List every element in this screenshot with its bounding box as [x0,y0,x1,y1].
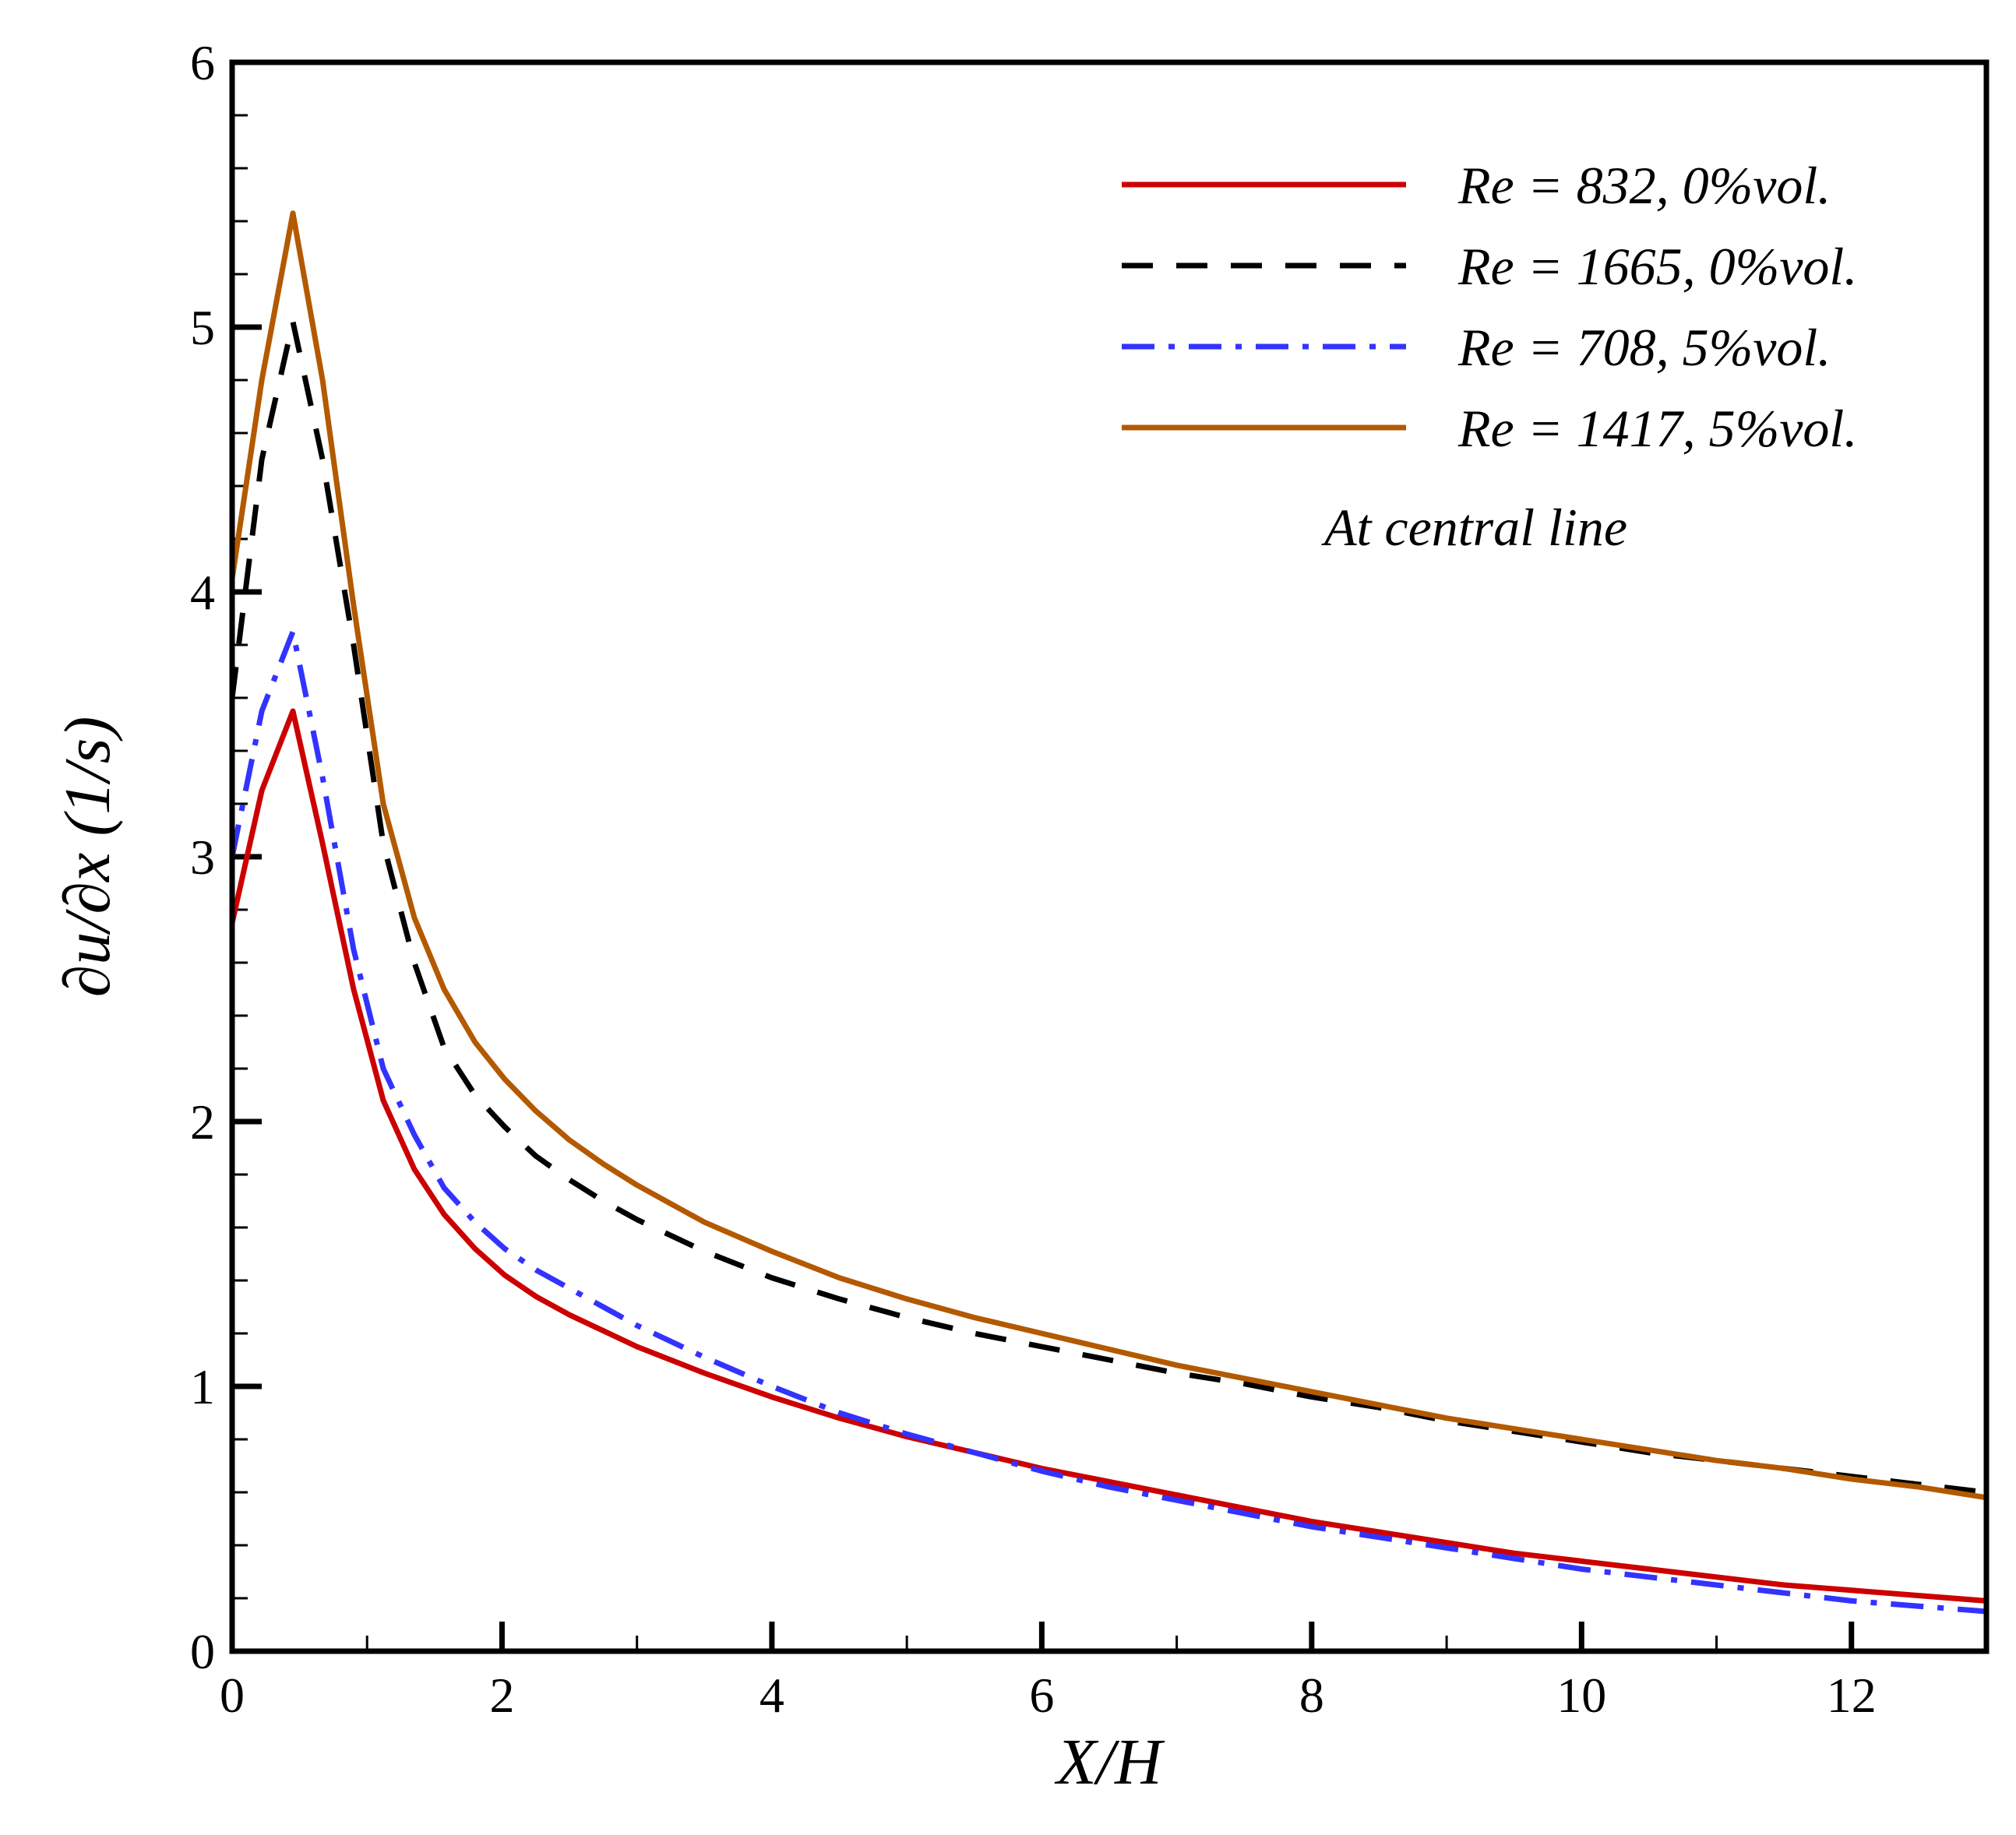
y-tick-label: 1 [190,1359,215,1414]
x-tick-label: 0 [220,1668,245,1723]
series-line-2 [229,319,1987,1495]
x-tick-label: 4 [760,1668,784,1723]
x-axis-title: X/H [1054,1726,1165,1798]
y-tick-label: 2 [190,1094,215,1150]
x-tick-label: 8 [1299,1668,1324,1723]
x-tick-label: 10 [1556,1668,1606,1723]
y-tick-label: 5 [190,300,215,355]
x-tick-label: 12 [1827,1668,1877,1723]
annotation-at-central-line: At central line [1321,498,1627,557]
legend-label-4: Re = 1417, 5%vol. [1457,399,1857,458]
series-line-3 [229,629,1987,1615]
legend-label-1: Re = 832, 0%vol. [1457,156,1831,215]
y-axis-title: ∂u/∂x (1/s) [51,717,124,998]
series-line-1 [229,708,1987,1604]
x-tick-label: 6 [1029,1668,1054,1723]
plot-frame [229,59,1990,1654]
legend: Re = 832, 0%vol. Re = 1665, 0%vol. Re = 70… [1122,156,1857,458]
x-tick-label: 2 [489,1668,514,1723]
y-tick-label: 3 [190,829,215,885]
y-tick-label: 0 [190,1624,215,1679]
y-tick-label: 4 [190,565,215,620]
y-tick-label: 6 [190,35,215,90]
series-line-4 [229,210,1987,1501]
legend-label-2: Re = 1665, 0%vol. [1457,237,1857,296]
legend-label-3: Re = 708, 5%vol. [1457,318,1831,377]
series-layer [229,210,1987,1615]
